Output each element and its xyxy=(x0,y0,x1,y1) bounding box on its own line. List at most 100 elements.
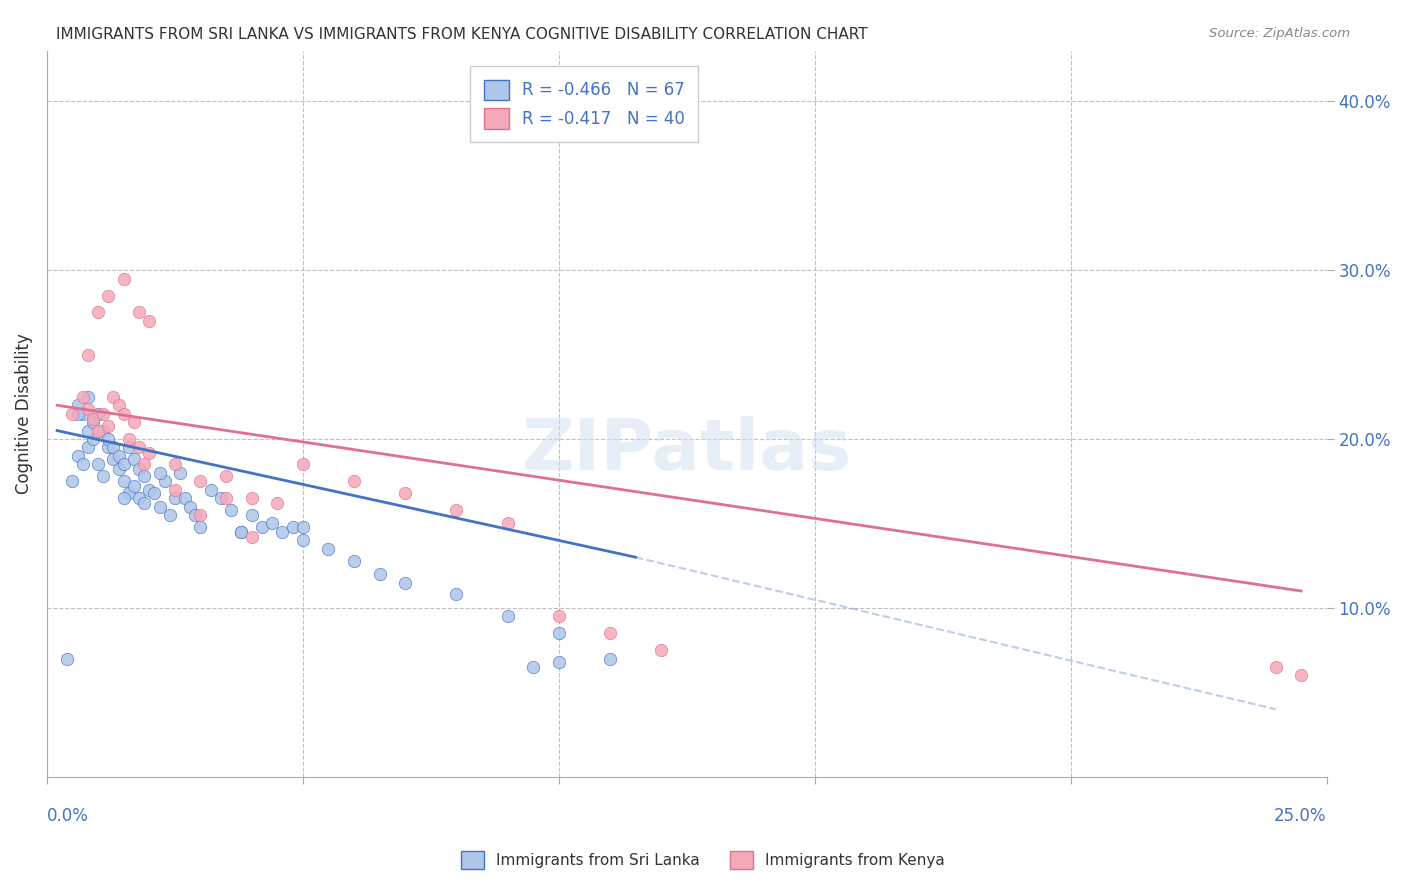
Point xyxy=(169,466,191,480)
Point xyxy=(107,449,129,463)
Point xyxy=(231,524,253,539)
Point xyxy=(148,466,170,480)
Point xyxy=(240,530,263,544)
Point xyxy=(87,407,110,421)
Point xyxy=(91,469,114,483)
Point xyxy=(547,655,569,669)
Point xyxy=(118,486,141,500)
Point xyxy=(82,415,104,429)
Point xyxy=(103,390,125,404)
Point xyxy=(240,491,263,505)
Point xyxy=(128,491,150,505)
Point xyxy=(112,458,135,472)
Point xyxy=(112,475,135,489)
Point xyxy=(128,462,150,476)
Point xyxy=(138,445,160,459)
Point xyxy=(134,496,156,510)
Point xyxy=(72,407,94,421)
Point xyxy=(163,458,186,472)
Point xyxy=(76,441,98,455)
Point xyxy=(76,348,98,362)
Point xyxy=(547,609,569,624)
Point xyxy=(496,516,519,531)
Point xyxy=(62,475,84,489)
Point xyxy=(163,483,186,497)
Point xyxy=(112,271,135,285)
Point xyxy=(190,520,212,534)
Point xyxy=(112,407,135,421)
Point xyxy=(91,424,114,438)
Point xyxy=(66,398,89,412)
Point xyxy=(250,520,273,534)
Point xyxy=(66,407,89,421)
Point xyxy=(122,452,145,467)
Point xyxy=(56,651,79,665)
Point xyxy=(122,415,145,429)
Text: ZIPatlas: ZIPatlas xyxy=(522,416,852,484)
Point xyxy=(215,491,238,505)
Point xyxy=(118,432,141,446)
Text: IMMIGRANTS FROM SRI LANKA VS IMMIGRANTS FROM KENYA COGNITIVE DISABILITY CORRELAT: IMMIGRANTS FROM SRI LANKA VS IMMIGRANTS … xyxy=(56,27,868,42)
Point xyxy=(72,458,94,472)
Legend: R = -0.466   N = 67, R = -0.417   N = 40: R = -0.466 N = 67, R = -0.417 N = 40 xyxy=(471,66,699,142)
Point xyxy=(76,401,98,416)
Point xyxy=(266,496,288,510)
Point xyxy=(128,441,150,455)
Text: 25.0%: 25.0% xyxy=(1274,807,1327,825)
Point xyxy=(107,398,129,412)
Point xyxy=(200,483,222,497)
Point xyxy=(87,305,110,319)
Point xyxy=(368,567,391,582)
Point xyxy=(134,458,156,472)
Point xyxy=(82,411,104,425)
Point xyxy=(62,407,84,421)
Point xyxy=(87,424,110,438)
Point xyxy=(112,491,135,505)
Point xyxy=(394,486,416,500)
Point xyxy=(82,432,104,446)
Point xyxy=(446,503,468,517)
Point xyxy=(134,469,156,483)
Point xyxy=(91,407,114,421)
Point xyxy=(522,660,544,674)
Point xyxy=(1264,660,1286,674)
Point xyxy=(291,533,314,548)
Point xyxy=(128,305,150,319)
Point xyxy=(97,432,120,446)
Point xyxy=(209,491,232,505)
Point xyxy=(240,508,263,522)
Point xyxy=(143,486,166,500)
Point xyxy=(394,575,416,590)
Point xyxy=(231,524,253,539)
Point xyxy=(215,469,238,483)
Point xyxy=(190,508,212,522)
Point xyxy=(138,483,160,497)
Point xyxy=(72,390,94,404)
Point xyxy=(190,475,212,489)
Point xyxy=(599,626,621,640)
Point xyxy=(159,508,181,522)
Point xyxy=(547,626,569,640)
Point xyxy=(271,524,294,539)
Point xyxy=(148,500,170,514)
Point xyxy=(343,553,366,567)
Point xyxy=(179,500,201,514)
Point xyxy=(103,441,125,455)
Point xyxy=(1289,668,1312,682)
Point xyxy=(343,475,366,489)
Point xyxy=(599,651,621,665)
Point xyxy=(291,520,314,534)
Point xyxy=(97,418,120,433)
Point xyxy=(650,643,672,657)
Text: 0.0%: 0.0% xyxy=(46,807,89,825)
Point xyxy=(281,520,304,534)
Point xyxy=(174,491,197,505)
Point xyxy=(87,458,110,472)
Point xyxy=(76,390,98,404)
Point xyxy=(97,441,120,455)
Y-axis label: Cognitive Disability: Cognitive Disability xyxy=(15,334,32,494)
Point xyxy=(97,288,120,302)
Point xyxy=(219,503,242,517)
Point xyxy=(153,475,176,489)
Point xyxy=(122,479,145,493)
